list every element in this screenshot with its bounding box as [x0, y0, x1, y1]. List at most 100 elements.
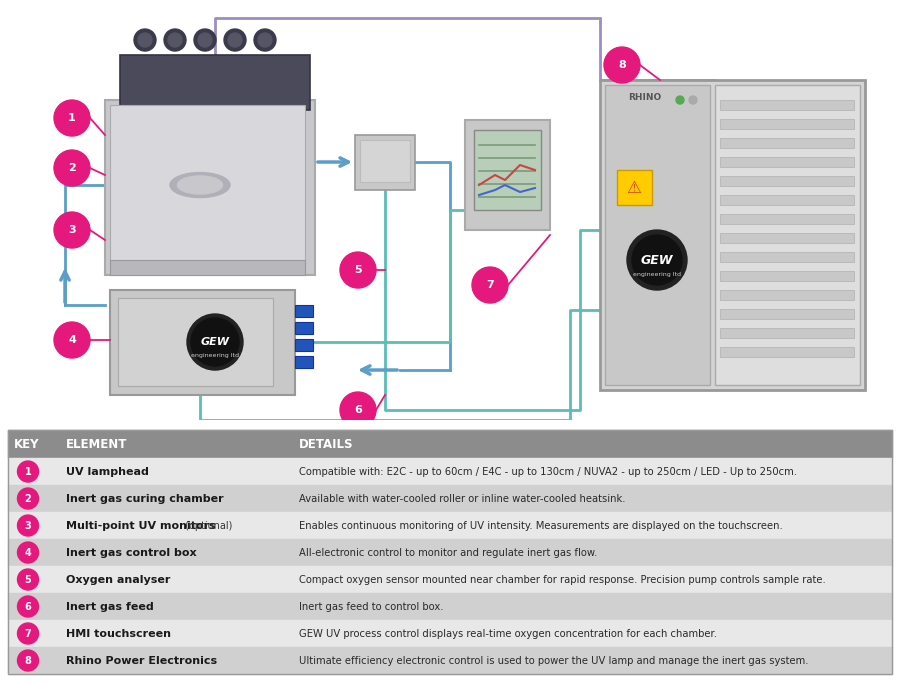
Text: 6: 6: [24, 602, 32, 611]
Text: 2: 2: [68, 163, 76, 173]
Circle shape: [17, 569, 39, 590]
Circle shape: [258, 33, 272, 47]
Text: Inert gas feed: Inert gas feed: [66, 602, 154, 611]
Bar: [295, 322, 313, 334]
Text: GEW UV process control displays real-time oxygen concentration for each chamber.: GEW UV process control displays real-tim…: [299, 628, 717, 639]
Bar: [8, 620, 892, 647]
Text: ⚠: ⚠: [626, 179, 642, 197]
Text: 4: 4: [68, 335, 76, 345]
Bar: [295, 356, 313, 368]
Text: Inert gas feed to control box.: Inert gas feed to control box.: [299, 602, 444, 611]
Bar: [110, 260, 305, 275]
Circle shape: [340, 252, 376, 288]
Text: Inert gas curing chamber: Inert gas curing chamber: [66, 494, 223, 503]
Circle shape: [164, 29, 186, 51]
Circle shape: [689, 96, 697, 104]
Circle shape: [340, 392, 376, 428]
Circle shape: [17, 623, 39, 644]
Text: (optional): (optional): [182, 520, 232, 531]
Bar: [600, 80, 865, 390]
Circle shape: [17, 596, 39, 617]
Bar: [465, 120, 550, 230]
Text: Compact oxygen sensor mounted near chamber for rapid response. Precision pump co: Compact oxygen sensor mounted near chamb…: [299, 574, 826, 585]
Bar: [720, 100, 854, 110]
Circle shape: [134, 29, 156, 51]
Bar: [605, 85, 710, 385]
Text: Multi-point UV monitors: Multi-point UV monitors: [66, 520, 216, 531]
Text: 5: 5: [355, 265, 362, 275]
Text: Ultimate efficiency electronic control is used to power the UV lamp and manage t: Ultimate efficiency electronic control i…: [299, 656, 808, 665]
Circle shape: [224, 29, 246, 51]
Text: 8: 8: [618, 60, 626, 70]
Circle shape: [191, 318, 239, 366]
Text: engineering ltd: engineering ltd: [633, 272, 681, 277]
Text: DETAILS: DETAILS: [299, 438, 354, 451]
Text: 2: 2: [24, 494, 32, 503]
Bar: [720, 290, 854, 300]
Text: Rhino Power Electronics: Rhino Power Electronics: [66, 656, 217, 665]
Bar: [120, 55, 310, 110]
Bar: [720, 328, 854, 338]
Text: All-electronic control to monitor and regulate inert gas flow.: All-electronic control to monitor and re…: [299, 548, 598, 557]
Text: 4: 4: [24, 548, 32, 557]
Circle shape: [254, 29, 276, 51]
Bar: [295, 339, 313, 351]
Bar: [8, 647, 892, 674]
Bar: [720, 309, 854, 319]
Text: Available with water-cooled roller or inline water-cooled heatsink.: Available with water-cooled roller or in…: [299, 494, 626, 503]
Bar: [360, 140, 410, 182]
Bar: [105, 100, 315, 275]
Text: Compatible with: E2C - up to 60cm / E4C - up to 130cm / NUVA2 - up to 250cm / LE: Compatible with: E2C - up to 60cm / E4C …: [299, 466, 797, 477]
Bar: [118, 298, 273, 386]
Circle shape: [228, 33, 242, 47]
Circle shape: [627, 230, 687, 290]
Text: RHINO: RHINO: [628, 92, 662, 102]
Circle shape: [54, 322, 90, 358]
Text: GEW: GEW: [201, 337, 230, 347]
Bar: [720, 271, 854, 281]
Text: 5: 5: [24, 574, 32, 585]
Text: Enables continuous monitoring of UV intensity. Measurements are displayed on the: Enables continuous monitoring of UV inte…: [299, 520, 783, 531]
Text: 1: 1: [24, 466, 32, 477]
Circle shape: [138, 33, 152, 47]
Bar: [720, 252, 854, 262]
Text: GEW: GEW: [641, 253, 673, 266]
Text: engineering ltd: engineering ltd: [191, 352, 239, 357]
Text: 7: 7: [24, 628, 32, 639]
Bar: [8, 539, 892, 566]
Text: Oxygen analyser: Oxygen analyser: [66, 574, 170, 585]
Circle shape: [17, 515, 39, 536]
Text: Inert gas control box: Inert gas control box: [66, 548, 196, 557]
Circle shape: [604, 47, 640, 83]
Bar: [720, 119, 854, 129]
Text: HMI touchscreen: HMI touchscreen: [66, 628, 171, 639]
Bar: [720, 347, 854, 357]
Circle shape: [168, 33, 182, 47]
Ellipse shape: [177, 176, 222, 194]
Bar: [720, 195, 854, 205]
Bar: [8, 458, 892, 485]
Bar: [8, 512, 892, 539]
Text: UV lamphead: UV lamphead: [66, 466, 148, 477]
Bar: [110, 290, 295, 395]
Bar: [474, 130, 541, 210]
Bar: [8, 593, 892, 620]
Bar: [8, 566, 892, 593]
Bar: [720, 176, 854, 186]
Circle shape: [17, 650, 39, 671]
Text: 3: 3: [24, 520, 32, 531]
Bar: [720, 214, 854, 224]
Text: 7: 7: [486, 280, 494, 290]
Circle shape: [194, 29, 216, 51]
Bar: [715, 85, 860, 385]
Text: KEY: KEY: [14, 438, 40, 451]
Bar: [720, 157, 854, 167]
Circle shape: [198, 33, 212, 47]
Bar: [720, 138, 854, 148]
Text: 3: 3: [68, 225, 76, 235]
Text: 1: 1: [68, 113, 76, 123]
Circle shape: [472, 267, 508, 303]
Bar: [720, 233, 854, 243]
Text: ELEMENT: ELEMENT: [66, 438, 128, 451]
Circle shape: [17, 542, 39, 563]
